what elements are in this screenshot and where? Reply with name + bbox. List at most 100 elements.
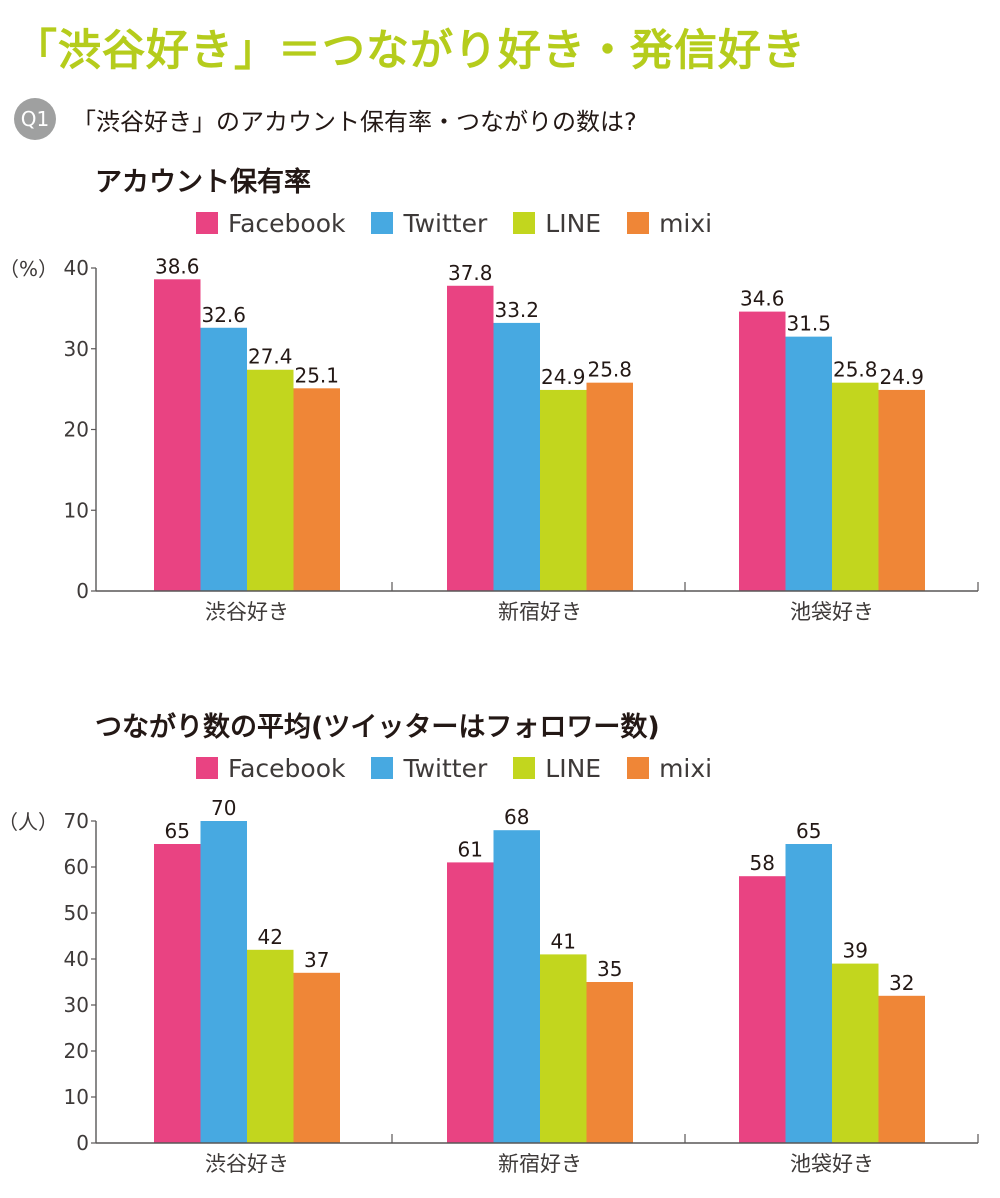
chart1-bar-facebook — [739, 311, 786, 591]
chart1-data-label: 37.8 — [448, 261, 493, 285]
chart1-category-label: 新宿好き — [498, 600, 582, 624]
chart2-category-label: 渋谷好き — [205, 1152, 289, 1176]
chart2-y-tick-label: 50 — [64, 901, 89, 925]
chart1-y-tick-label: 40 — [64, 256, 89, 280]
chart2-bar-mixi — [878, 995, 925, 1143]
chart1-legend-label: Twitter — [403, 208, 488, 238]
chart2-bar-facebook — [739, 876, 786, 1143]
chart1-data-label: 25.8 — [833, 358, 878, 382]
chart2-legend-label: Facebook — [228, 753, 346, 783]
chart2-data-label: 61 — [458, 837, 483, 861]
chart1-category-label: 池袋好き — [790, 600, 874, 624]
chart1-data-label: 24.9 — [541, 365, 586, 389]
chart1-category-label: 渋谷好き — [205, 600, 289, 624]
chart1-bar-line — [247, 369, 294, 591]
chart2-bar-line — [247, 949, 294, 1143]
chart1-title: アカウント保有率 — [95, 167, 311, 198]
chart2-legend-label: LINE — [545, 753, 602, 783]
chart2-bar-twitter — [493, 830, 540, 1143]
question-badge: Q1 — [14, 98, 56, 140]
chart2-bar-mixi — [586, 982, 633, 1143]
chart2-y-tick-label: 10 — [64, 1085, 89, 1109]
chart2-plot: （人） 0 10 20 30 40 50 60 70 65 70 42 37 渋谷好き 61 68 41 35 新宿… — [0, 800, 979, 1176]
chart2-category-label: 池袋好き — [790, 1152, 874, 1176]
chart2-y-tick-label: 0 — [76, 1131, 89, 1155]
chart2-legend-label: Twitter — [403, 753, 488, 783]
chart2-data-label: 35 — [597, 957, 622, 981]
chart1-legend-swatch — [371, 212, 394, 234]
chart1-data-label: 25.8 — [587, 358, 632, 382]
chart1-legend-item-facebook: Facebook — [196, 209, 345, 238]
chart1-bar-twitter — [785, 336, 832, 591]
chart1-data-label: 34.6 — [740, 287, 785, 311]
chart2-legend-item-facebook: Facebook — [196, 754, 345, 783]
chart1-legend-swatch — [513, 212, 536, 234]
chart2-legend-swatch — [513, 757, 536, 779]
chart2-bar-facebook — [447, 862, 494, 1143]
chart2-bar-twitter — [785, 844, 832, 1143]
chart1-legend-item-mixi: mixi — [627, 209, 712, 238]
chart2-legend: Facebook Twitter LINE mixi — [196, 753, 738, 783]
chart2-legend-label: mixi — [659, 753, 713, 783]
chart2-legend-item-line: LINE — [513, 754, 601, 783]
chart2-bar-line — [832, 963, 879, 1143]
chart1-data-label: 27.4 — [248, 345, 293, 369]
chart1-legend-label: mixi — [659, 208, 713, 238]
chart1-bar-mixi — [878, 389, 925, 591]
chart2-bar-mixi — [293, 972, 340, 1143]
chart2-bar-line — [540, 954, 587, 1143]
chart2-data-label: 65 — [165, 819, 190, 843]
chart2-legend-item-mixi: mixi — [627, 754, 712, 783]
chart1-bar-twitter — [200, 327, 247, 591]
chart2-data-label: 65 — [796, 819, 821, 843]
chart2-y-tick-label: 60 — [64, 855, 89, 879]
chart1-data-label: 32.6 — [201, 303, 246, 327]
chart2-data-label: 39 — [843, 939, 868, 963]
chart1-bar-mixi — [293, 388, 340, 591]
chart1-bar-line — [832, 382, 879, 591]
chart1-data-label: 38.6 — [155, 254, 200, 278]
chart1-bar-twitter — [493, 322, 540, 591]
chart1-y-tick-label: 0 — [76, 579, 89, 603]
chart2-data-label: 41 — [551, 929, 576, 953]
chart1-bar-facebook — [154, 279, 201, 591]
chart1-legend-item-line: LINE — [513, 209, 601, 238]
chart1-bar-facebook — [447, 285, 494, 591]
chart2-category-label: 新宿好き — [498, 1152, 582, 1176]
chart1-legend-item-twitter: Twitter — [371, 209, 487, 238]
chart2-y-tick-label: 20 — [64, 1039, 89, 1063]
chart2-y-tick-label: 30 — [64, 993, 89, 1017]
question-row: Q1 「渋谷好き」のアカウント保有率・つながりの数は? — [14, 98, 637, 140]
chart1-legend-swatch — [627, 212, 650, 234]
page-headline: 「渋谷好き」＝つながり好き・発信好き — [14, 26, 806, 76]
chart1-plot: （%） 0 10 20 30 40 38.6 32.627.425.1 渋谷好き 37.833.2… — [0, 254, 979, 624]
question-text: 「渋谷好き」のアカウント保有率・つながりの数は? — [72, 107, 637, 136]
chart2-bar-twitter — [200, 821, 247, 1143]
chart2-data-label: 37 — [304, 948, 329, 972]
chart2-data-label: 70 — [211, 800, 236, 820]
chart1-data-label: 31.5 — [786, 312, 831, 336]
chart1-legend-label: LINE — [545, 208, 602, 238]
chart2-legend-swatch — [371, 757, 394, 779]
chart1-data-label: 24.9 — [879, 365, 924, 389]
chart2-legend-item-twitter: Twitter — [371, 754, 487, 783]
chart1-legend: Facebook Twitter LINE mixi — [196, 208, 738, 238]
chart1-data-label: 25.1 — [294, 363, 339, 387]
chart2-data-label: 58 — [750, 851, 775, 875]
chart1-y-tick-label: 30 — [64, 337, 89, 361]
chart2-unit-label: （人） — [0, 810, 58, 834]
chart1-data-label: 33.2 — [494, 298, 539, 322]
chart2-y-tick-label: 70 — [64, 809, 89, 833]
chart1-unit-label: （%） — [0, 257, 58, 281]
chart2-legend-swatch — [627, 757, 650, 779]
chart1-bar-mixi — [586, 382, 633, 591]
chart2-legend-swatch — [196, 757, 218, 779]
chart2-title: つながり数の平均(ツイッターはフォロワー数) — [95, 712, 660, 743]
chart2-y-tick-label: 40 — [64, 947, 89, 971]
chart1-y-tick-label: 10 — [64, 498, 89, 522]
chart2-data-label: 32 — [889, 971, 914, 995]
chart2-data-label: 42 — [258, 925, 283, 949]
chart1-legend-swatch — [196, 212, 218, 234]
chart2-data-label: 68 — [504, 805, 529, 829]
chart1-y-tick-label: 20 — [64, 418, 89, 442]
